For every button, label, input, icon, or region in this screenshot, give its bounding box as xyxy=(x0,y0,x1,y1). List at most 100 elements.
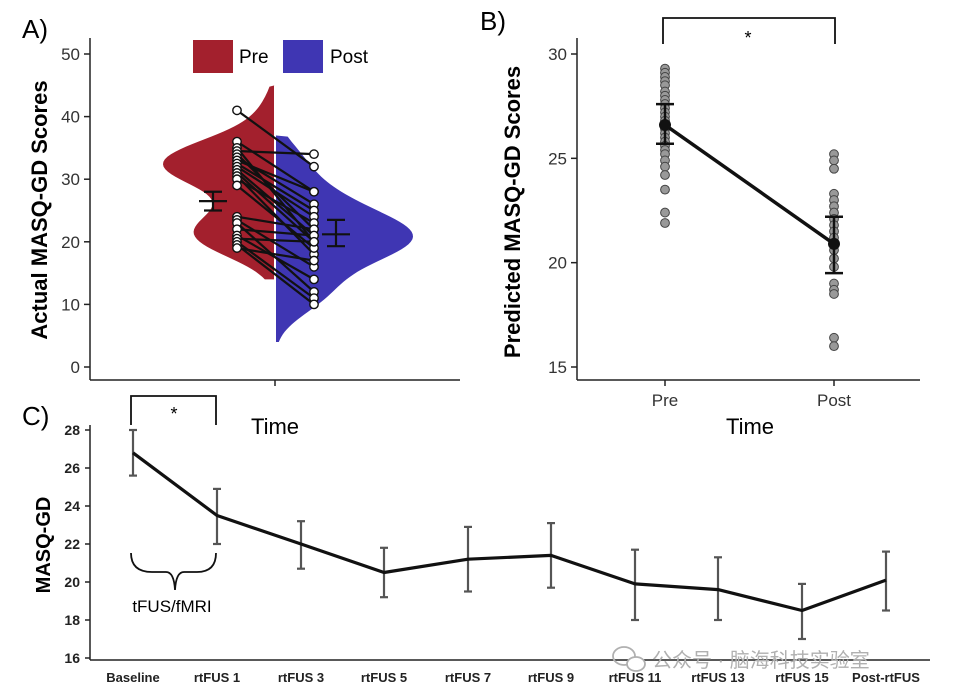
panel-a-y-ticks: 0 10 20 30 40 50 xyxy=(61,45,90,377)
panel-c-significance-star: * xyxy=(170,404,177,424)
panel-c-curly-brace xyxy=(130,552,217,591)
paired-line xyxy=(236,234,315,281)
legend-post-swatch xyxy=(283,40,323,73)
panel-b-points xyxy=(660,63,839,352)
panel-a-y-label: Actual MASQ-GD Scores xyxy=(27,80,52,339)
pre-point xyxy=(232,243,242,253)
panel-c-y-tick-label: 26 xyxy=(64,460,80,476)
panel-c-significance: * tFUS/fMRI xyxy=(130,395,217,616)
paired-line xyxy=(236,162,315,212)
paired-line xyxy=(236,244,315,306)
masq-gd-line xyxy=(132,451,887,613)
panel-c-x-ticks: Baseline rtFUS 1 rtFUS 3 rtFUS 5 rtFUS 7 rtFU… xyxy=(106,670,920,685)
predicted-point xyxy=(829,341,839,352)
legend-post-label: Post xyxy=(330,47,369,68)
paired-line xyxy=(236,228,315,237)
panel-b-x-label: Time xyxy=(726,414,774,439)
panel-b-significance-star: * xyxy=(744,28,751,48)
panel-c-label: C) xyxy=(22,401,49,431)
panel-a-y-tick-label: 30 xyxy=(61,170,80,189)
panel-a: A) Actual MASQ-GD Scores Time 0 10 20 30 40 5… xyxy=(22,14,460,439)
paired-line xyxy=(236,215,315,231)
panel-c-y-tick-label: 18 xyxy=(64,612,80,628)
watermark: 公众号 · 脑海科技实验室 xyxy=(612,646,870,672)
panel-b-label: B) xyxy=(480,6,506,36)
panel-c-y-tick-label: 22 xyxy=(64,536,80,552)
paired-line xyxy=(236,109,315,168)
panel-c-x-tick-label: rtFUS 15 xyxy=(775,670,828,685)
panel-c-x-tick-label: rtFUS 7 xyxy=(445,670,491,685)
panel-b-y-label: Predicted MASQ-GD Scores xyxy=(500,66,525,358)
panel-b-y-tick-label: 25 xyxy=(548,149,567,168)
predicted-point xyxy=(660,184,670,195)
panel-c: C) MASQ-GD 16 18 20 22 24 26 28 Baseline rtFUS … xyxy=(22,395,930,685)
panel-c-error-bars xyxy=(129,428,890,641)
pre-point xyxy=(232,180,242,191)
panel-b-x-tick-label: Post xyxy=(817,391,851,410)
panel-a-y-tick-label: 20 xyxy=(61,233,80,252)
predicted-point xyxy=(660,170,670,180)
panel-b-x-tick-label: Pre xyxy=(652,391,678,410)
panel-a-y-tick-label: 0 xyxy=(71,358,80,377)
paired-line xyxy=(236,140,315,193)
panel-c-y-tick-label: 28 xyxy=(64,422,80,438)
paired-line xyxy=(236,172,315,243)
post-point xyxy=(309,186,319,197)
predicted-point xyxy=(829,289,839,299)
post-point xyxy=(309,274,319,285)
violin-pre xyxy=(163,85,275,280)
panel-a-y-tick-label: 10 xyxy=(61,295,80,314)
panel-a-error-bars xyxy=(199,190,350,248)
panel-c-x-tick-label: rtFUS 9 xyxy=(528,670,574,685)
panel-c-y-tick-label: 20 xyxy=(64,574,80,590)
legend-pre-swatch xyxy=(193,40,233,73)
panel-c-y-tick-label: 16 xyxy=(64,650,80,666)
panel-b-y-tick-label: 20 xyxy=(548,254,567,273)
post-point xyxy=(309,299,319,310)
predicted-point xyxy=(660,207,670,218)
panel-c-y-ticks: 16 18 20 22 24 26 28 xyxy=(64,422,90,666)
predicted-point xyxy=(660,218,670,228)
paired-line xyxy=(236,237,315,243)
panel-c-x-tick-label: rtFUS 11 xyxy=(609,670,662,685)
panel-c-x-tick-label: rtFUS 1 xyxy=(194,670,240,685)
panel-b-significance: * xyxy=(662,17,836,48)
paired-line xyxy=(236,165,315,218)
panel-c-series xyxy=(132,451,887,613)
panel-c-y-label: MASQ-GD xyxy=(33,497,55,594)
panel-c-x-tick-label: rtFUS 3 xyxy=(278,670,324,685)
paired-line xyxy=(236,178,315,224)
wechat-icon-bubble xyxy=(626,656,646,672)
predicted-point xyxy=(829,163,839,174)
panel-b: B) Predicted MASQ-GD Scores Time 15 20 25 3… xyxy=(480,6,920,439)
paired-line xyxy=(236,184,315,249)
post-point xyxy=(309,255,319,266)
wechat-icon xyxy=(612,646,636,666)
panel-c-x-tick-label: Post-rtFUS xyxy=(852,670,920,685)
post-point xyxy=(309,161,319,172)
panel-b-significance-bracket xyxy=(662,17,836,44)
panel-b-mean-point xyxy=(828,237,840,250)
legend-pre-label: Pre xyxy=(239,47,269,68)
panel-a-y-tick-label: 40 xyxy=(61,108,80,127)
pre-point xyxy=(232,105,242,116)
panel-a-y-tick-label: 50 xyxy=(61,45,80,64)
panel-b-y-tick-label: 30 xyxy=(548,45,567,64)
post-point xyxy=(309,149,319,160)
panel-a-x-label: Time xyxy=(251,414,299,439)
violin-post xyxy=(275,135,413,342)
panel-b-mean-point xyxy=(659,118,671,131)
predicted-point xyxy=(829,332,839,343)
panel-c-bracket-label: tFUS/fMRI xyxy=(132,597,211,616)
panel-a-legend: Pre Post xyxy=(193,40,369,73)
panel-c-y-tick-label: 24 xyxy=(64,498,80,514)
predicted-point xyxy=(660,161,670,172)
paired-line xyxy=(236,159,315,193)
panel-c-x-tick-label: Baseline xyxy=(106,670,159,685)
panel-c-significance-bracket xyxy=(130,395,217,425)
paired-line xyxy=(236,149,315,156)
post-point xyxy=(309,236,319,247)
panel-c-x-tick-label: rtFUS 13 xyxy=(691,670,744,685)
panel-b-x-ticks: Pre Post xyxy=(652,380,851,410)
